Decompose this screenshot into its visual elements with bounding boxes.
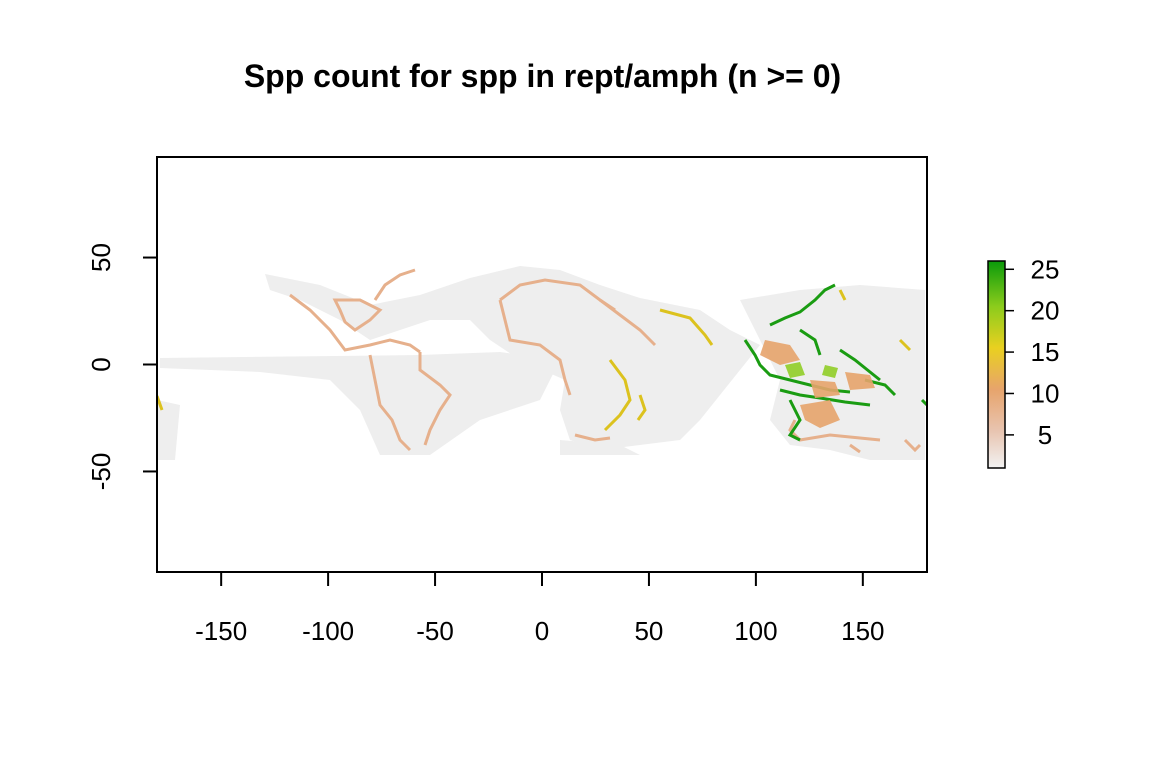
legend-tick-label: 20	[1031, 296, 1060, 326]
hotspot-high-count	[743, 283, 927, 442]
color-legend: 5 10 15 20 25	[987, 254, 1060, 469]
x-tick-label: -50	[416, 616, 454, 646]
coastal-high-count	[157, 289, 912, 432]
y-tick-label: -50	[86, 453, 116, 491]
map-raster	[157, 266, 927, 460]
x-axis: -150 -100 -50 0 50 100 150	[195, 572, 885, 646]
legend-tick-label: 25	[1031, 254, 1060, 284]
chart-title: Spp count for spp in rept/amph (n >= 0)	[243, 58, 842, 94]
legend-colorbar	[987, 260, 1006, 469]
x-tick-label: -100	[302, 616, 354, 646]
legend-tick-label: 10	[1031, 378, 1060, 408]
legend-tick-label: 5	[1038, 420, 1052, 450]
low-count-region	[157, 266, 925, 460]
y-axis: -50 0 50	[86, 243, 157, 490]
x-tick-label: 50	[634, 616, 663, 646]
x-tick-label: -150	[195, 616, 247, 646]
x-tick-label: 0	[535, 616, 549, 646]
coastal-mid-count	[289, 268, 922, 454]
x-tick-label: 150	[841, 616, 884, 646]
legend-tick-label: 15	[1031, 337, 1060, 367]
x-tick-label: 100	[734, 616, 777, 646]
y-tick-label: 50	[86, 243, 116, 272]
y-tick-label: 0	[86, 357, 116, 371]
